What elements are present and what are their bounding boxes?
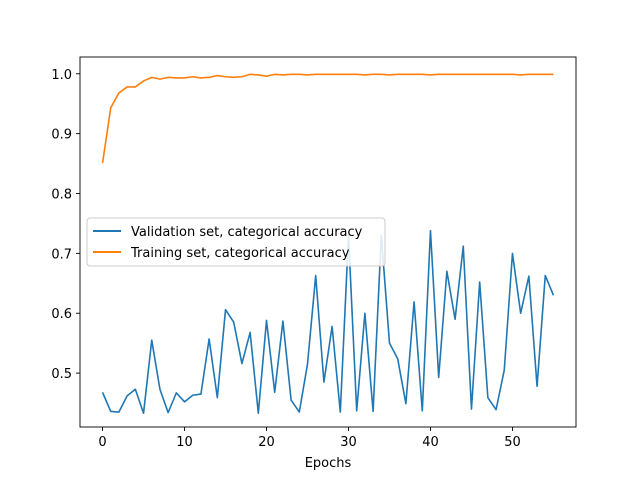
y-tick-label: 0.7 bbox=[51, 247, 72, 262]
x-tick-label: 20 bbox=[258, 435, 275, 450]
lines-layer bbox=[101, 73, 555, 415]
axes-frame bbox=[79, 56, 577, 428]
y-tick-label: 0.8 bbox=[51, 188, 72, 203]
legend-box bbox=[86, 217, 386, 267]
y-tick-label: 0.9 bbox=[51, 128, 72, 143]
x-ticks: 0 10 20 30 40 50 bbox=[98, 427, 521, 450]
x-tick-label: 10 bbox=[176, 435, 193, 450]
axes-border bbox=[79, 56, 577, 428]
series-line-training bbox=[101, 73, 554, 164]
legend-label-validation: Validation set, categorical accuracy bbox=[131, 225, 363, 240]
legend-label-training: Training set, categorical accuracy bbox=[130, 246, 350, 261]
x-tick-label: 50 bbox=[504, 435, 521, 450]
x-tick-label: 40 bbox=[422, 435, 439, 450]
series-line-validation bbox=[101, 229, 555, 415]
y-tick-label: 0.5 bbox=[51, 367, 72, 382]
legend: Validation set, categorical accuracy Tra… bbox=[86, 217, 386, 267]
x-tick-label: 0 bbox=[98, 435, 106, 450]
x-axis-label: Epochs bbox=[305, 456, 352, 471]
x-tick-label: 30 bbox=[340, 435, 357, 450]
y-tick-label: 1.0 bbox=[51, 68, 72, 83]
y-tick-label: 0.6 bbox=[51, 307, 72, 322]
y-ticks: 0.5 0.6 0.7 0.8 0.9 1.0 bbox=[51, 68, 80, 382]
